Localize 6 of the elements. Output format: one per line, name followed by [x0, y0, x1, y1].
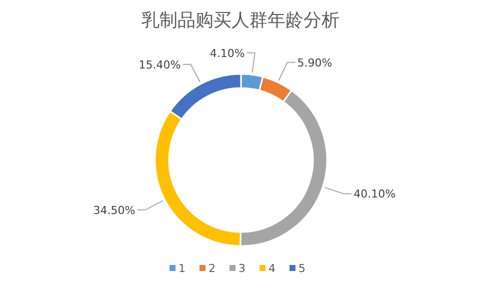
legend-label: 1 [178, 262, 186, 275]
legend-label: 5 [298, 262, 306, 275]
title: 乳制品购买人群年龄分析 [142, 10, 340, 31]
legend-label: 4 [268, 262, 276, 275]
legend-label: 2 [208, 262, 216, 275]
legend-label: 3 [238, 262, 246, 275]
